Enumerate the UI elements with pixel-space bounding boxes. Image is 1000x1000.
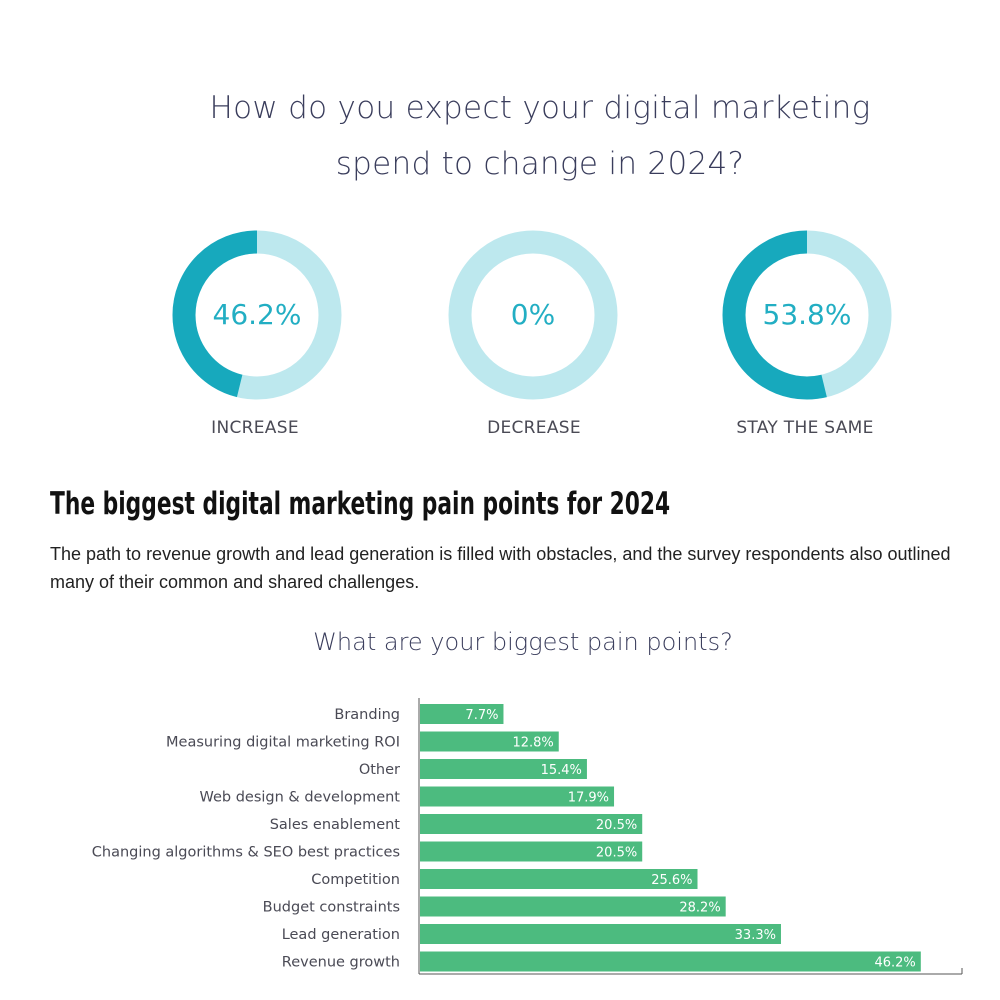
donut-value-increase: 46.2% <box>212 298 302 331</box>
category-label: Sales enablement <box>270 817 401 833</box>
category-label: Budget constraints <box>263 900 400 916</box>
bar-value-label: 7.7% <box>465 708 498 723</box>
bar-value-label: 33.3% <box>735 928 776 943</box>
section-paragraph: The path to revenue growth and lead gene… <box>50 544 951 592</box>
pain-points-bar-chart: 7.7% Branding 12.8% Measuring digital marke… <box>92 698 963 975</box>
question-title: How do you expect your digital marketing… <box>0 80 1000 192</box>
category-label: Web design & development <box>199 790 400 806</box>
bar <box>420 951 921 972</box>
donut-stay-the-same: 53.8% <box>722 230 892 400</box>
donut-decrease: 0% <box>448 230 618 400</box>
donut-chart-decrease <box>448 230 618 400</box>
bar-value-label: 20.5% <box>596 846 637 861</box>
bar <box>420 786 615 807</box>
donut-label-stay-the-same: STAY THE SAME <box>736 418 874 438</box>
donut-value-stay-the-same: 53.8% <box>762 298 852 331</box>
donut-label-increase: INCREASE <box>211 418 299 438</box>
bar <box>420 896 726 917</box>
question-title-line2: spend to change in 2024? <box>335 146 745 182</box>
donut-increase: 46.2% <box>172 230 342 400</box>
question-title-line1: How do you expect your digital marketing <box>209 90 871 126</box>
bar <box>420 759 587 779</box>
bar <box>420 731 559 752</box>
donut-arc <box>172 230 342 400</box>
bar-value-label: 12.8% <box>512 736 553 751</box>
bar-value-label: 28.2% <box>679 901 720 916</box>
bar-value-label: 25.6% <box>651 873 692 888</box>
donut-chart-stay-the-same <box>722 230 892 400</box>
category-label: Measuring digital marketing ROI <box>166 735 400 751</box>
bar <box>420 924 781 944</box>
donut-chart-increase <box>172 230 342 400</box>
bar <box>420 869 698 889</box>
donut-label-decrease: DECREASE <box>487 418 581 438</box>
category-label: Other <box>359 762 400 778</box>
bar <box>420 841 643 862</box>
category-label: Branding <box>334 707 400 723</box>
donut-track <box>448 230 618 400</box>
bar-value-label: 46.2% <box>874 956 915 971</box>
bar <box>420 814 643 834</box>
section-heading: The biggest digital marketing pain point… <box>50 486 671 522</box>
bar-value-label: 15.4% <box>541 763 582 778</box>
category-label: Lead generation <box>282 927 400 943</box>
chart-title: What are your biggest pain points? <box>313 628 733 656</box>
donut-value-decrease: 0% <box>510 298 556 331</box>
bar-value-label: 20.5% <box>596 818 637 833</box>
category-label: Changing algorithms & SEO best practices <box>92 845 400 861</box>
bar <box>420 704 504 724</box>
category-label: Competition <box>311 872 400 888</box>
donut-arc <box>722 230 892 400</box>
category-label: Revenue growth <box>282 955 400 971</box>
bar-value-label: 17.9% <box>568 791 609 806</box>
